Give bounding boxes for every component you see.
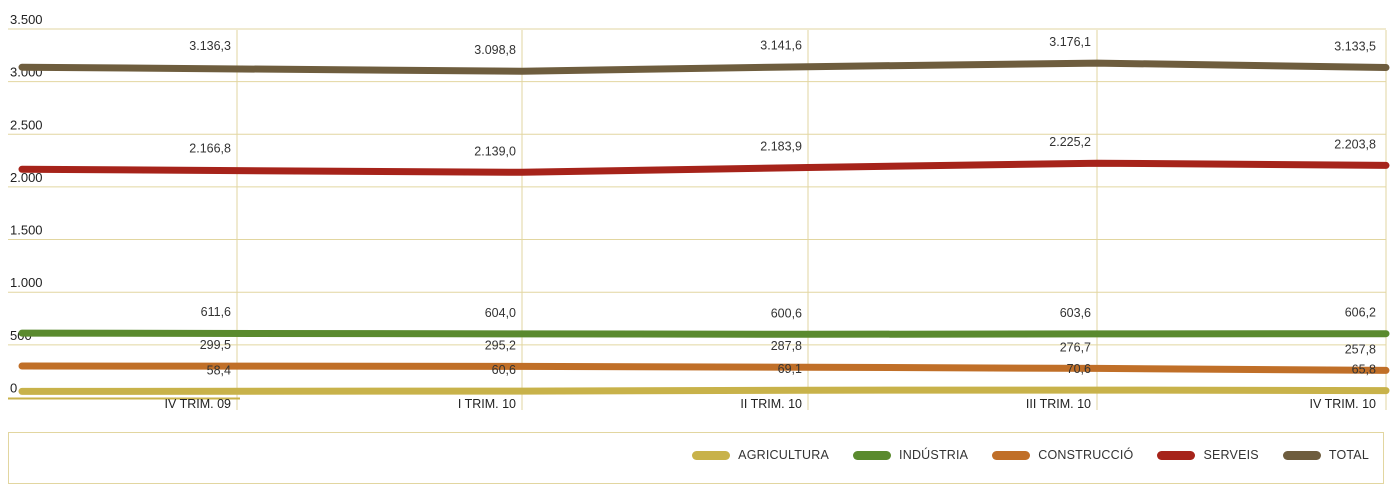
series-line-0 [18,386,1390,395]
legend-label: CONSTRUCCIÓ [1038,448,1134,462]
data-label: 611,6 [201,305,231,319]
legend-swatch [1282,450,1321,460]
legend-label: TOTAL [1328,448,1369,462]
data-label: 3.176,1 [1049,35,1091,49]
data-label: 3.133,5 [1334,40,1376,54]
legend-swatch [1157,450,1196,460]
data-label: 2.183,9 [760,140,802,154]
data-label: 257,8 [1345,342,1376,356]
data-label: 600,6 [771,306,802,320]
x-tick-label: III TRIM. 10 [1026,397,1091,411]
data-label: 60,6 [492,363,516,377]
y-tick-label: 1.000 [10,275,43,290]
y-tick-label: 2.500 [10,117,43,132]
y-tick-label: 1.500 [10,223,43,238]
data-label: 299,5 [200,338,231,352]
x-tick-label: I TRIM. 10 [458,397,516,411]
legend-swatch [992,450,1031,460]
y-tick-label: 0 [10,381,17,396]
legend-label: SERVEIS [1203,448,1259,462]
data-label: 3.141,6 [760,39,802,53]
data-label: 603,6 [1060,306,1091,320]
data-label: 58,4 [207,363,231,377]
data-label: 276,7 [1060,340,1091,354]
data-label: 295,2 [485,338,516,352]
data-label: 604,0 [485,306,516,320]
data-label: 65,8 [1352,363,1376,377]
data-label: 2.203,8 [1334,137,1376,151]
data-label: 2.139,0 [474,144,516,158]
data-label: 3.098,8 [474,43,516,57]
legend-swatch [692,450,731,460]
data-label: 2.225,2 [1049,135,1091,149]
x-tick-label: II TRIM. 10 [740,397,802,411]
data-label: 3.136,3 [189,39,231,53]
series-line-3 [18,159,1390,176]
legend-item: INDÚSTRIA [853,448,968,462]
legend-label: INDÚSTRIA [899,448,969,462]
series-line-2 [18,362,1390,374]
data-label: 287,8 [771,339,802,353]
y-tick-label: 3.500 [10,12,43,27]
series-line-4 [18,59,1390,75]
legend-item: SERVEIS [1157,448,1259,462]
legend-item: CONSTRUCCIÓ [992,448,1133,462]
legend-swatch [853,450,892,460]
legend: AGRICULTURA INDÚSTRIA CONSTRUCCIÓ SERVEIS TO… [8,432,1384,484]
series-line-1 [18,329,1390,338]
data-label: 70,6 [1067,362,1091,376]
legend-item: TOTAL [1282,448,1369,462]
x-axis-ticks: IV TRIM. 09 I TRIM. 10 II TRIM. 10 III TRIM… [165,397,1377,411]
data-label: 2.166,8 [189,141,231,155]
grid-lines [8,28,1387,410]
x-tick-label: IV TRIM. 10 [1310,397,1377,411]
y-tick-label: 2.000 [10,170,43,185]
x-tick-label: IV TRIM. 09 [165,397,232,411]
series-lines [18,59,1390,395]
data-label: 69,1 [778,362,802,376]
legend-items: AGRICULTURA INDÚSTRIA CONSTRUCCIÓ SERVEIS TO… [668,433,1369,477]
data-label: 606,2 [1345,306,1376,320]
legend-label: AGRICULTURA [738,448,830,462]
data-labels: 58,4 60,6 69,1 70,6 65,8 611,6 604,0 600,6 603,6… [189,35,1376,377]
legend-item: AGRICULTURA [692,448,829,462]
